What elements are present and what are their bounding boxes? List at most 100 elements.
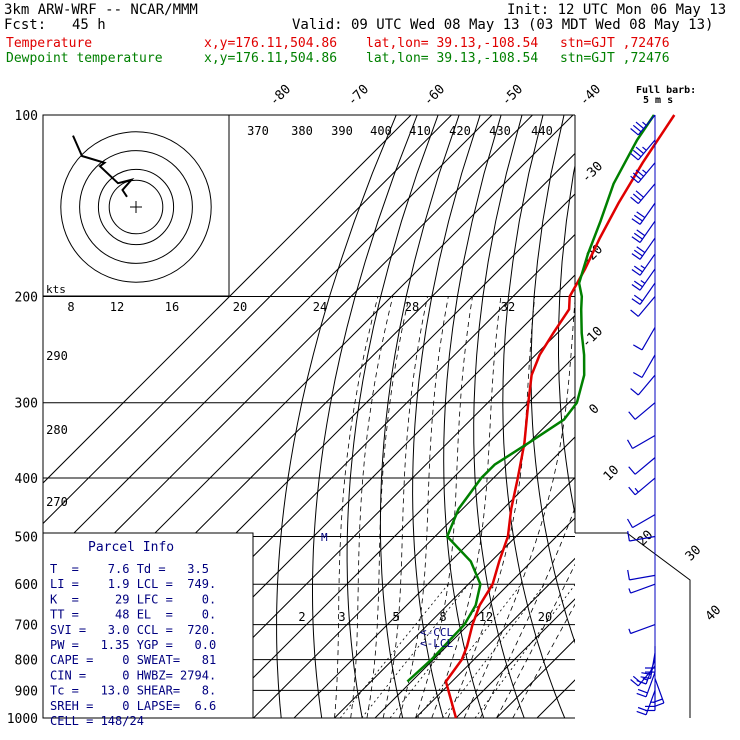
dry-adiabat <box>684 115 740 718</box>
hodograph-ring-label: 8 <box>67 300 74 314</box>
dry-adiabat <box>412 115 481 718</box>
wind-barb <box>628 624 656 635</box>
dry-adiabat <box>443 115 502 718</box>
dry-adiabat <box>730 115 740 718</box>
moist-adiabat <box>334 296 379 718</box>
hodograph-units: kts <box>46 283 66 296</box>
isotherm-label: 40 <box>703 603 725 625</box>
wind-barb <box>633 327 656 351</box>
wind-barb <box>630 139 656 161</box>
moist-adiabat <box>512 603 575 718</box>
m-marker: M <box>321 531 328 544</box>
legend-dewpoint: Dewpoint temperature <box>6 51 163 66</box>
dry-adiabat <box>636 115 740 718</box>
wind-barb <box>631 237 656 260</box>
hodograph-ring <box>108 179 164 235</box>
wind-barb <box>645 684 656 712</box>
hodograph-ring <box>97 168 175 246</box>
isotherm-line <box>43 115 533 606</box>
hodograph-ring-label: 16 <box>165 300 179 314</box>
parcel-info-row: T = 7.6 Td = 3.5 <box>50 562 209 576</box>
hodograph-ring-label: 32 <box>501 300 515 314</box>
wind-barb <box>633 354 656 379</box>
mixing-ratio-label: 12 <box>479 610 493 624</box>
hodograph-ring <box>79 150 193 264</box>
wind-barb <box>630 162 656 184</box>
wind-barb <box>626 434 656 450</box>
parcel-info-row: TT = 48 EL = 0. <box>50 608 216 622</box>
mixing-ratio-label: 2 <box>298 610 305 624</box>
mixing-ratio-line <box>389 583 496 718</box>
wind-barb <box>631 282 656 305</box>
dry-adiabat-label: 280 <box>46 423 68 437</box>
wind-barb <box>631 268 656 291</box>
pressure-tick-label: 600 <box>15 578 38 593</box>
isotherm-label: -70 <box>345 82 372 109</box>
mixing-ratio-line <box>361 583 469 718</box>
mixing-ratio-label: 8 <box>439 610 446 624</box>
parcel-info-row: SREH = 0 LAPSE= 6.6 <box>50 699 216 713</box>
isotherm-line <box>334 476 575 718</box>
wind-barb <box>652 678 665 707</box>
isotherm-line <box>253 395 575 718</box>
lcl-annotation: <-LCL <box>420 637 453 650</box>
isotherm-label: -30 <box>579 159 606 186</box>
isotherm-label: 0 <box>586 401 602 417</box>
pressure-tick-label: 900 <box>15 684 38 699</box>
dry-adiabat <box>611 115 727 718</box>
wind-barb <box>628 402 656 420</box>
isotherm-label: -60 <box>421 82 448 109</box>
wind-barb <box>640 652 656 680</box>
dry-adiabat-label: 410 <box>409 124 431 138</box>
pressure-tick-label: 300 <box>15 397 38 412</box>
parcel-info-row: CELL = 148/24 <box>50 714 144 728</box>
hodograph: kts <box>42 114 230 297</box>
wind-barb <box>626 514 656 529</box>
parcel-info-row: K = 29 LFC = 0. <box>50 592 216 606</box>
legend-temperature: Temperature <box>6 36 93 51</box>
wind-barb <box>636 672 656 698</box>
dry-adiabat-label: 370 <box>247 124 269 138</box>
isotherm-label: -50 <box>499 82 526 109</box>
mixing-ratio-line <box>339 583 449 718</box>
temperature-latlon: lat,lon= 39.13,-108.54 <box>366 36 539 51</box>
lower-panel-outline <box>575 532 691 718</box>
moist-adiabat <box>366 296 410 718</box>
dry-adiabat <box>502 115 566 718</box>
wind-barb <box>645 646 656 673</box>
hodograph-ring-label: 24 <box>313 300 327 314</box>
wind-barb <box>631 253 656 276</box>
pressure-tick-label: 700 <box>15 619 38 634</box>
barb-legend-units: 5 m s <box>643 95 673 106</box>
isotherm-line <box>212 355 575 718</box>
wind-barb <box>631 220 656 243</box>
dry-adiabat-label: 390 <box>331 124 353 138</box>
dry-adiabat <box>346 115 439 718</box>
dewpoint-latlon: lat,lon= 39.13,-108.54 <box>366 51 539 66</box>
hodograph-trace <box>72 135 135 198</box>
isotherm-line <box>43 115 493 565</box>
isotherm-label: 10 <box>601 463 623 485</box>
hodograph-ring-label: 20 <box>233 300 247 314</box>
dewpoint-location-xy: x,y=176.11,504.86 <box>204 51 338 66</box>
wind-barb <box>630 296 656 317</box>
parcel-info-panel: Parcel Info T = 7.6 Td = 3.5LI = 1.9 LCL… <box>42 532 254 728</box>
hodograph-ring-label: 28 <box>405 300 419 314</box>
dry-adiabat-label: 290 <box>46 349 68 363</box>
pressure-tick-label: 1000 <box>7 712 38 727</box>
forecast-label: Fcst: <box>4 17 47 33</box>
temperature-profile <box>444 114 676 719</box>
moist-adiabat <box>350 296 394 718</box>
dry-adiabat-label: 420 <box>449 124 471 138</box>
wind-barbs <box>626 114 665 716</box>
mixing-ratio-label: 20 <box>538 610 552 624</box>
pressure-tick-label: 100 <box>15 109 38 124</box>
model-title: 3km ARW-WRF -- NCAR/MMM <box>4 2 198 18</box>
init-time: Init: 12 UTC Mon 06 May 13 <box>507 2 727 18</box>
pressure-tick-label: 200 <box>15 291 38 306</box>
isotherm-label: -40 <box>577 82 604 109</box>
isotherm-line <box>455 598 575 718</box>
isotherm-line <box>618 115 740 718</box>
valid-time: Valid: 09 UTC Wed 08 May 13 (03 MDT Wed … <box>292 17 714 33</box>
